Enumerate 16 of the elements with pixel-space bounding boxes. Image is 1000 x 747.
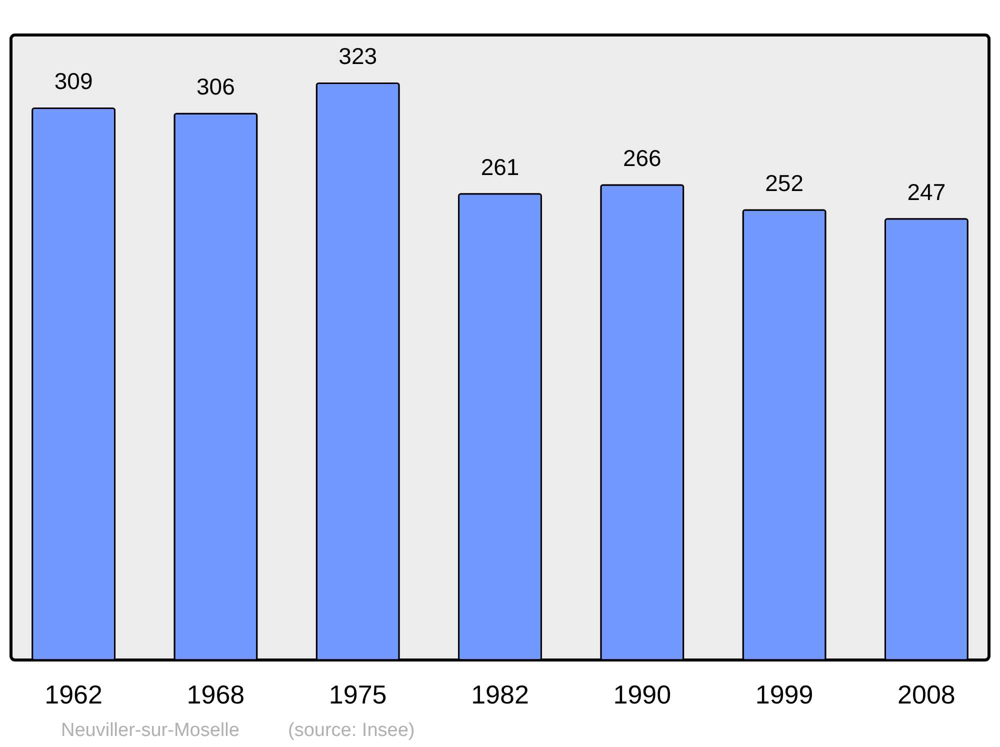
x-tick-label: 2008 [898,680,956,710]
data-label: 323 [338,43,378,70]
x-tick-label: 1999 [755,680,814,710]
x-tick-label: 1990 [613,680,672,710]
data-label: 309 [54,68,93,94]
x-tick-label: 1962 [44,680,102,710]
data-label: 261 [480,154,520,180]
x-tick-label: 1968 [186,680,245,710]
data-label: 247 [907,178,946,205]
text: (source: Insee) [288,720,415,741]
data-label: 306 [196,74,235,100]
x-tick-label: 1982 [471,680,529,710]
data-label: 252 [765,170,804,196]
data-label: 266 [622,145,662,171]
x-tick-label: 1975 [328,680,387,710]
text: Neuviller-sur-Moselle [61,720,240,741]
